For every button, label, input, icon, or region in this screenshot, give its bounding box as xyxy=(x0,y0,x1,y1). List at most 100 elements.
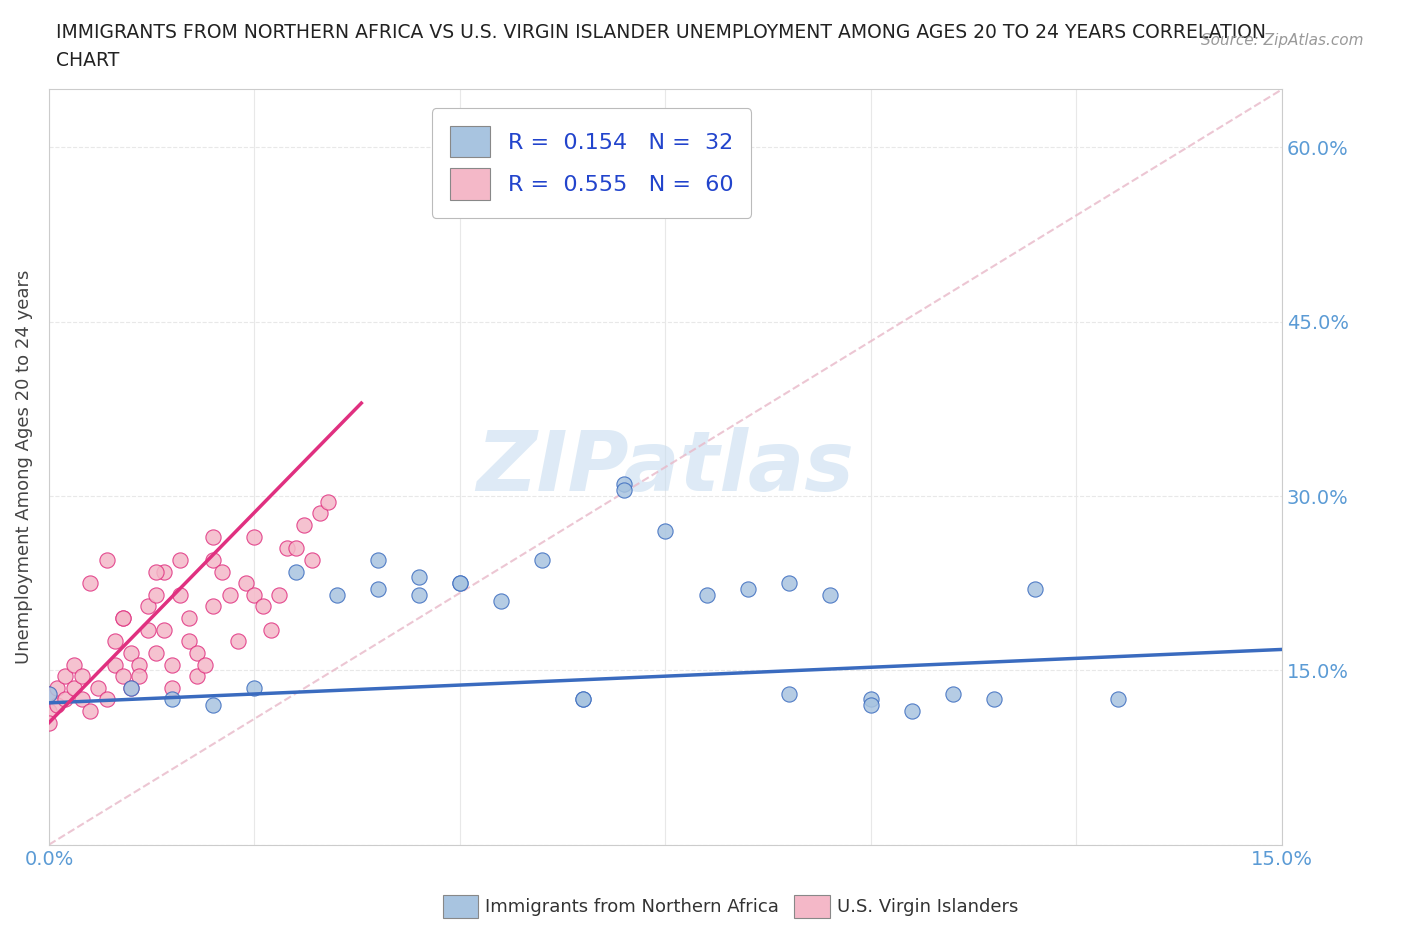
Text: ZIPatlas: ZIPatlas xyxy=(477,427,855,508)
Point xyxy=(572,692,595,707)
Point xyxy=(235,576,257,591)
Point xyxy=(309,506,332,521)
Point xyxy=(572,692,595,707)
Point xyxy=(186,669,208,684)
Point xyxy=(202,698,225,712)
Text: Source: ZipAtlas.com: Source: ZipAtlas.com xyxy=(1201,33,1364,47)
Point xyxy=(186,645,208,660)
Point xyxy=(489,593,512,608)
Point xyxy=(162,681,184,696)
Point xyxy=(737,581,759,596)
Point xyxy=(162,692,184,707)
Text: IMMIGRANTS FROM NORTHERN AFRICA VS U.S. VIRGIN ISLANDER UNEMPLOYMENT AMONG AGES : IMMIGRANTS FROM NORTHERN AFRICA VS U.S. … xyxy=(56,23,1267,42)
Point xyxy=(169,552,191,567)
Text: U.S. Virgin Islanders: U.S. Virgin Islanders xyxy=(837,897,1018,916)
Point xyxy=(367,552,389,567)
Point xyxy=(145,645,167,660)
Point xyxy=(46,681,69,696)
Point xyxy=(38,704,60,719)
Point xyxy=(104,634,127,649)
Point xyxy=(62,681,84,696)
Point xyxy=(169,588,191,603)
Point xyxy=(284,565,307,579)
Point xyxy=(284,541,307,556)
Point xyxy=(243,529,266,544)
Point xyxy=(489,198,512,213)
Point xyxy=(55,669,77,684)
Legend: R =  0.154   N =  32, R =  0.555   N =  60: R = 0.154 N = 32, R = 0.555 N = 60 xyxy=(432,108,751,218)
Point xyxy=(276,541,298,556)
Point xyxy=(292,518,315,533)
Point xyxy=(318,495,340,510)
Point xyxy=(153,622,176,637)
Point xyxy=(654,524,676,538)
Point xyxy=(211,565,233,579)
Point xyxy=(120,681,142,696)
Point xyxy=(194,658,217,672)
Point xyxy=(111,611,134,626)
Point xyxy=(70,669,93,684)
Point xyxy=(177,634,200,649)
Point xyxy=(145,565,167,579)
Point xyxy=(104,658,127,672)
Point xyxy=(260,622,283,637)
Point xyxy=(449,576,471,591)
Point xyxy=(778,686,800,701)
Point xyxy=(449,576,471,591)
Point xyxy=(38,686,60,701)
Point xyxy=(62,658,84,672)
Point xyxy=(367,581,389,596)
Point xyxy=(177,611,200,626)
Point xyxy=(983,692,1005,707)
Point xyxy=(243,588,266,603)
Point xyxy=(243,681,266,696)
Point xyxy=(1107,692,1129,707)
Point xyxy=(226,634,249,649)
Y-axis label: Unemployment Among Ages 20 to 24 years: Unemployment Among Ages 20 to 24 years xyxy=(15,270,32,664)
Point xyxy=(859,698,882,712)
Point xyxy=(136,599,159,614)
Point xyxy=(613,483,636,498)
Point xyxy=(111,611,134,626)
Text: Immigrants from Northern Africa: Immigrants from Northern Africa xyxy=(485,897,779,916)
Point xyxy=(218,588,240,603)
Point xyxy=(252,599,274,614)
Point xyxy=(136,622,159,637)
Point xyxy=(162,658,184,672)
Point xyxy=(153,565,176,579)
Point xyxy=(38,715,60,730)
Point xyxy=(96,552,118,567)
Point xyxy=(120,681,142,696)
Point xyxy=(128,669,150,684)
Point xyxy=(901,704,924,719)
Point xyxy=(778,576,800,591)
Point xyxy=(325,588,347,603)
Point xyxy=(46,698,69,712)
Point xyxy=(818,588,841,603)
Point xyxy=(202,552,225,567)
Point xyxy=(111,669,134,684)
Point xyxy=(408,588,430,603)
Point xyxy=(55,692,77,707)
Point xyxy=(269,588,291,603)
Point xyxy=(79,576,101,591)
Point xyxy=(942,686,965,701)
Point xyxy=(128,658,150,672)
Point xyxy=(70,692,93,707)
Point xyxy=(96,692,118,707)
Point xyxy=(79,704,101,719)
Text: CHART: CHART xyxy=(56,51,120,70)
Point xyxy=(613,477,636,492)
Point xyxy=(1024,581,1046,596)
Point xyxy=(696,588,718,603)
Point xyxy=(38,686,60,701)
Point xyxy=(87,681,110,696)
Point xyxy=(531,552,554,567)
Point xyxy=(120,645,142,660)
Point xyxy=(301,552,323,567)
Point xyxy=(202,529,225,544)
Point xyxy=(145,588,167,603)
Point xyxy=(859,692,882,707)
Point xyxy=(408,570,430,585)
Point xyxy=(202,599,225,614)
